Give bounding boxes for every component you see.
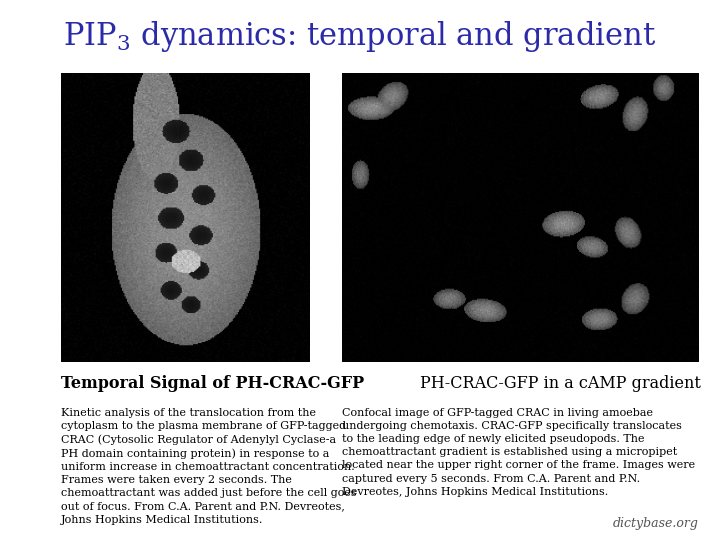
Text: PH-CRAC-GFP in a cAMP gradient: PH-CRAC-GFP in a cAMP gradient [420, 375, 701, 392]
Text: $\mathregular{PIP_3}$ dynamics: temporal and gradient: $\mathregular{PIP_3}$ dynamics: temporal… [63, 19, 657, 54]
Text: Kinetic analysis of the translocation from the
cytoplasm to the plasma membrane : Kinetic analysis of the translocation fr… [61, 408, 357, 525]
Text: Temporal Signal of PH-CRAC-GFP: Temporal Signal of PH-CRAC-GFP [61, 375, 364, 392]
Text: dictybase.org: dictybase.org [613, 517, 698, 530]
Text: Confocal image of GFP-tagged CRAC in living amoebae
undergoing chemotaxis. CRAC-: Confocal image of GFP-tagged CRAC in liv… [342, 408, 695, 497]
